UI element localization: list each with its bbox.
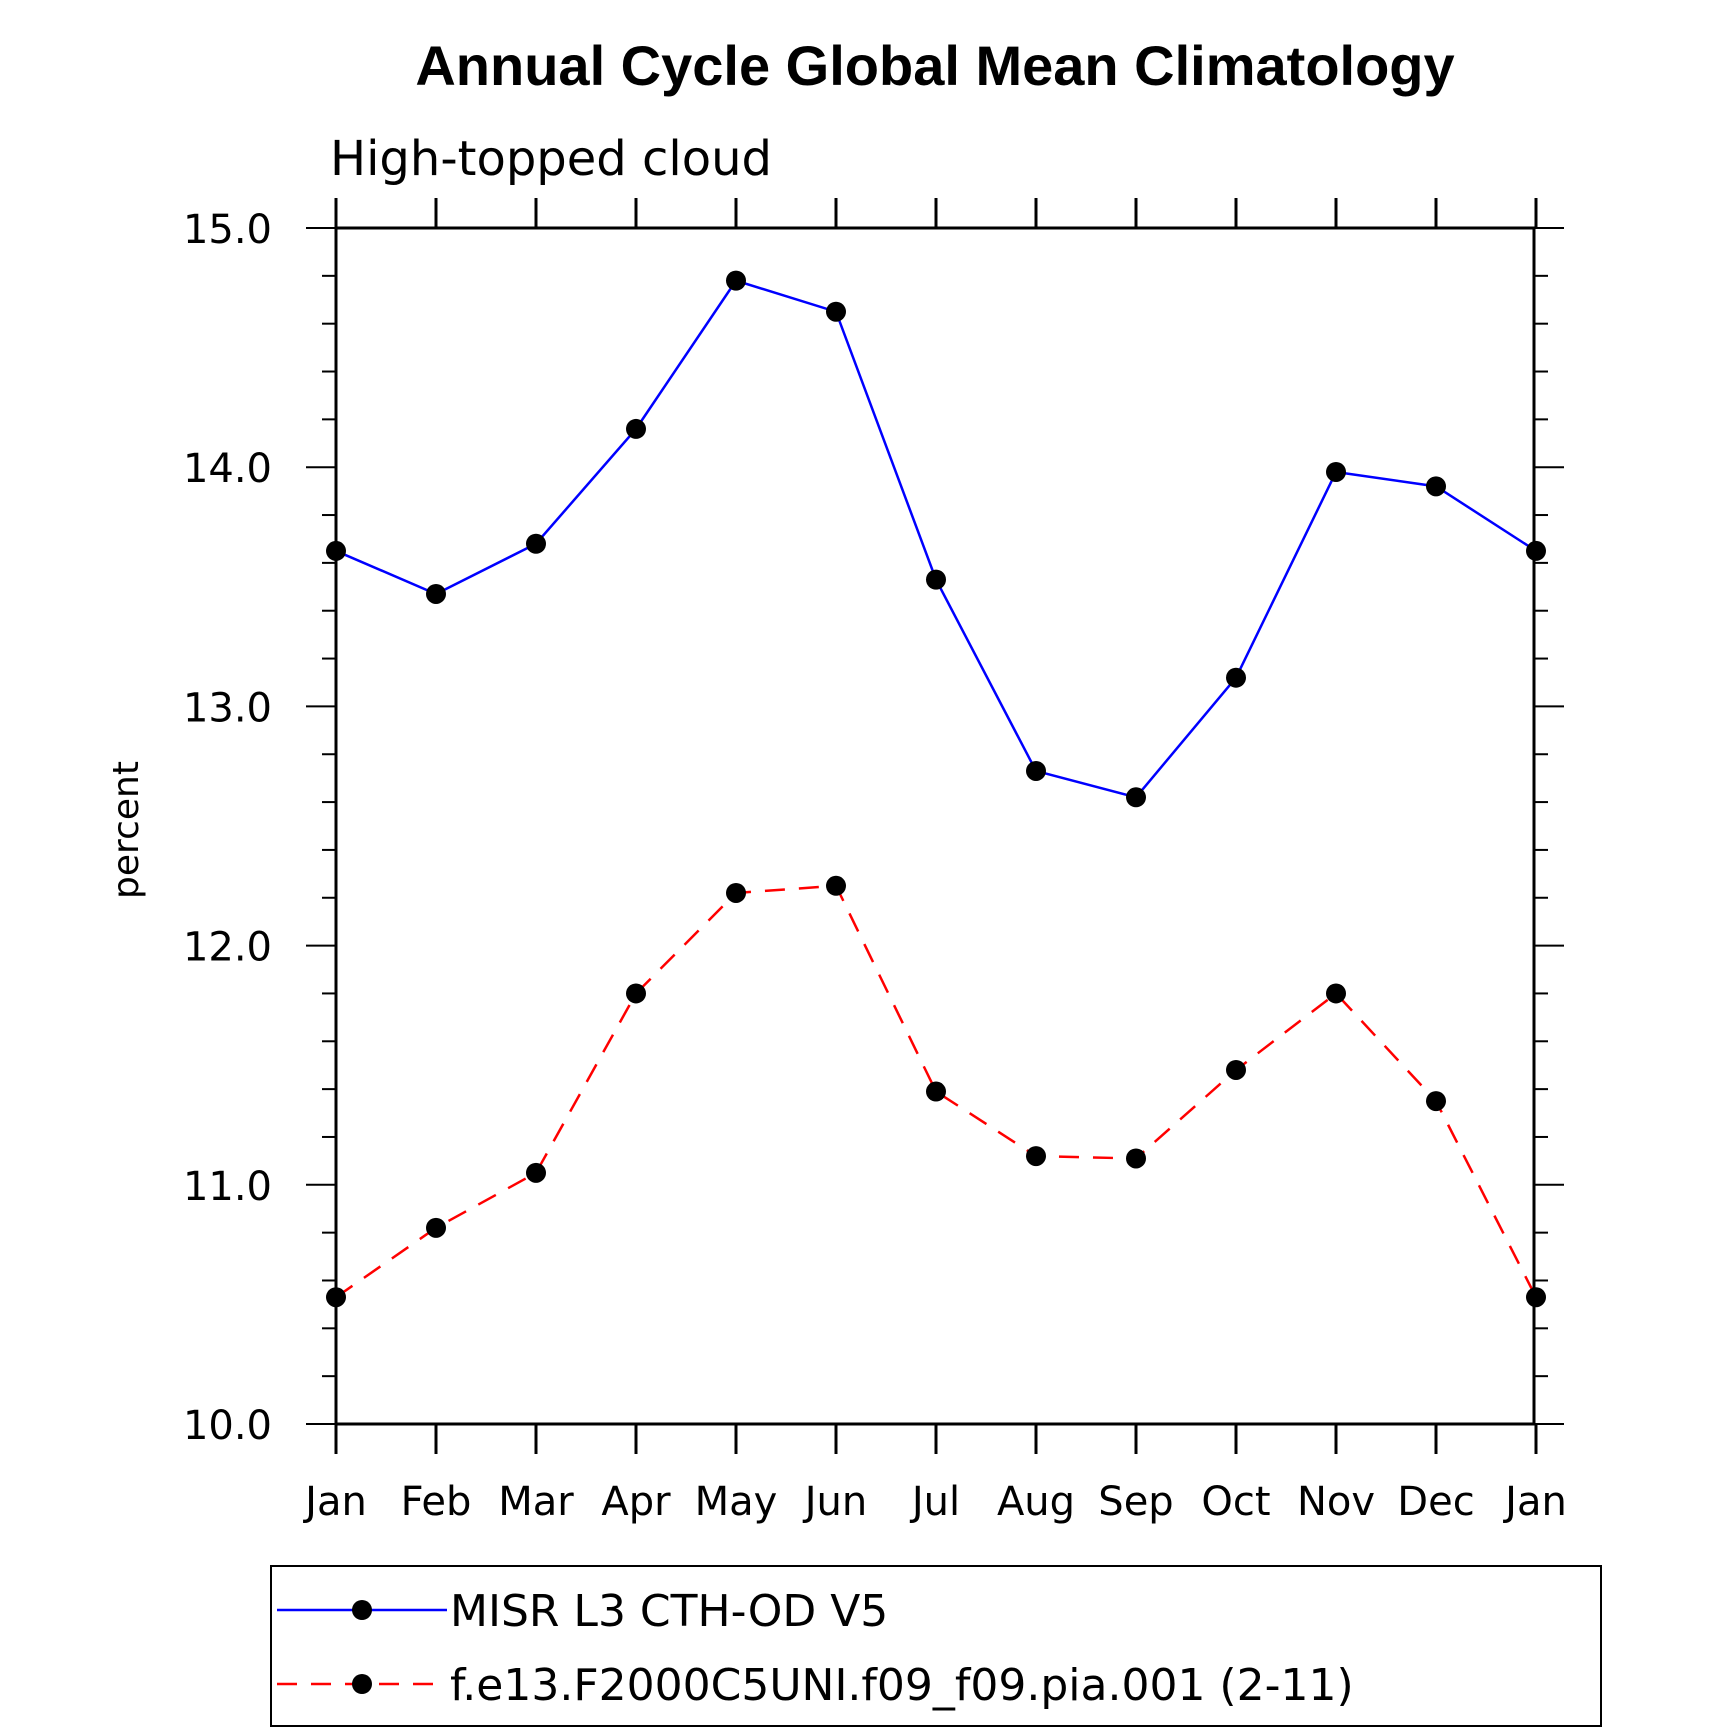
x-tick-label: Jan (302, 1479, 367, 1525)
legend-box (270, 1565, 1602, 1727)
chart-title: Annual Cycle Global Mean Climatology (415, 34, 1454, 97)
data-point-series-1 (1526, 540, 1546, 561)
x-tick-label: Jan (1502, 1479, 1567, 1525)
y-tick-label: 13.0 (183, 685, 272, 731)
y-tick-label: 10.0 (183, 1403, 272, 1449)
y-tick-label: 14.0 (183, 446, 272, 492)
x-tick-labels: Jan Feb Mar Apr May Jun Jul Aug Sep Oct Nov Dec Jan (302, 1479, 1567, 1525)
data-point-series-1 (1326, 461, 1346, 482)
data-point-series-1 (526, 533, 546, 554)
data-point-series-2 (426, 1217, 446, 1238)
chart-subtitle: High-topped cloud (330, 131, 772, 187)
plot-frame (334, 226, 1536, 1426)
y-tick-label: 11.0 (183, 1164, 272, 1210)
data-point-series-2 (326, 1287, 346, 1308)
data-point-series-2 (926, 1081, 946, 1102)
data-point-series-1 (626, 418, 646, 439)
x-tick-label: Sep (1098, 1479, 1173, 1525)
series-line-1 (335, 279, 1537, 799)
data-point-series-2 (1526, 1287, 1546, 1308)
x-tick-label: Aug (997, 1479, 1075, 1525)
data-point-series-2 (726, 882, 746, 903)
data-point-series-2 (526, 1162, 546, 1183)
x-tick-label: Nov (1297, 1479, 1375, 1525)
data-point-series-2 (1026, 1146, 1046, 1167)
data-point-series-2 (1326, 983, 1346, 1004)
data-point-series-1 (1226, 667, 1246, 688)
y-tick-label: 15.0 (183, 207, 272, 253)
legend-label-series-2: f.e13.F2000C5UNI.f09_f09.pia.001 (2-11) (450, 1660, 1354, 1711)
x-tick-label: Apr (601, 1479, 671, 1525)
y-tick-labels: 10.0 11.0 12.0 13.0 14.0 15.0 (183, 207, 272, 1449)
data-point-series-1 (726, 270, 746, 291)
data-point-series-2 (1426, 1091, 1446, 1112)
data-point-series-2 (1226, 1059, 1246, 1080)
series-points (326, 270, 1546, 1308)
y-tick-label: 12.0 (183, 925, 272, 971)
x-tick-label: Jun (802, 1479, 868, 1525)
data-point-series-1 (1426, 476, 1446, 497)
data-point-series-2 (826, 875, 846, 896)
series-lines (335, 279, 1538, 1299)
x-tick-label: Mar (498, 1479, 574, 1525)
data-point-series-1 (1126, 787, 1146, 808)
y-axis-label: percent (106, 761, 147, 899)
legend-marker-series-2 (352, 1674, 372, 1694)
x-tick-label: Jul (909, 1479, 960, 1525)
data-point-series-1 (926, 569, 946, 590)
x-tick-label: May (695, 1479, 778, 1525)
legend-label-series-1: MISR L3 CTH-OD V5 (450, 1586, 888, 1637)
axis-ticks (306, 198, 1564, 1454)
x-tick-label: Feb (401, 1479, 472, 1525)
x-tick-label: Dec (1397, 1479, 1474, 1525)
data-point-series-2 (1126, 1148, 1146, 1169)
legend: MISR L3 CTH-OD V5 f.e13.F2000C5UNI.f09_f… (277, 1586, 1354, 1711)
data-point-series-2 (626, 983, 646, 1004)
legend-marker-series-1 (352, 1600, 372, 1620)
data-point-series-1 (1026, 760, 1046, 781)
x-tick-label: Oct (1201, 1479, 1270, 1525)
data-point-series-1 (426, 583, 446, 604)
data-point-series-1 (326, 540, 346, 561)
data-point-series-1 (826, 301, 846, 322)
